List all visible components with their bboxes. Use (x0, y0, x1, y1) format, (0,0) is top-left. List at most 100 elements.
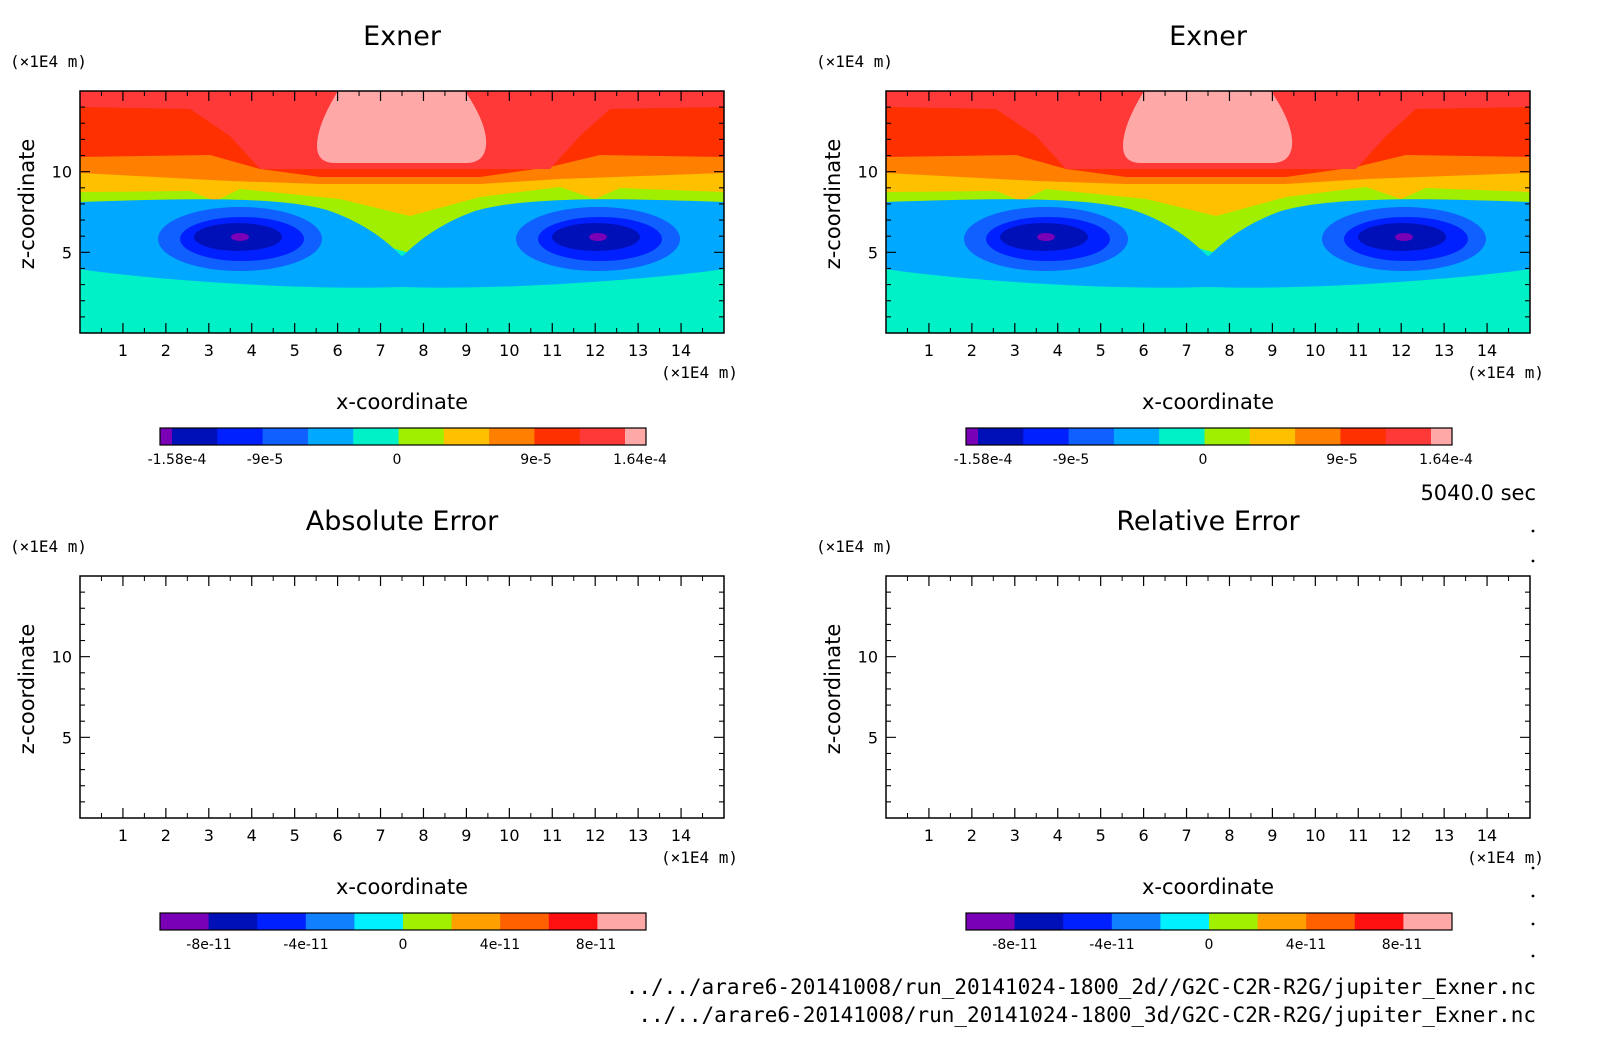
colorbar-swatch (172, 428, 218, 445)
colorbar: -1.58e-4 -9e-5 0 9e-5 1.64e-4 (954, 427, 1473, 468)
x-tick-label: 13 (628, 341, 648, 360)
colorbar-swatch (1403, 913, 1453, 930)
x-axis-label: x-coordinate (1142, 390, 1274, 414)
x-tick-label: 5 (290, 826, 300, 845)
x-tick-label: 12 (585, 341, 605, 360)
colorbar: -1.58e-4 -9e-5 0 9e-5 1.64e-4 (148, 427, 667, 468)
x-tick-label: 11 (1348, 341, 1368, 360)
x-tick-label: 9 (1267, 826, 1277, 845)
x-tick-label: 2 (967, 826, 977, 845)
colorbar-swatch (1295, 428, 1341, 445)
y-tick-label: 5 (62, 728, 72, 747)
x-tick-label: 3 (1010, 826, 1020, 845)
colorbar-swatch (1204, 428, 1251, 445)
x-tick-label: 14 (1477, 826, 1497, 845)
x-tick-label: 13 (1434, 826, 1454, 845)
colorbar-swatch (1306, 913, 1356, 930)
panel-title: Exner (1169, 21, 1248, 52)
x-tick-label: 12 (585, 826, 605, 845)
colorbar-label: -4e-11 (283, 937, 328, 953)
y-axis: 5 10 (858, 591, 1530, 803)
file-path-1: ../../arare6-20141008/run_20141024-1800_… (626, 975, 1536, 999)
colorbar-swatch (160, 428, 173, 445)
x-tick-label: 12 (1391, 341, 1411, 360)
x-tick-label: 3 (204, 341, 214, 360)
vortex-2 (1322, 207, 1486, 271)
colorbar-label: 1.64e-4 (613, 452, 667, 468)
x-tick-label: 6 (1139, 826, 1149, 845)
x-tick-label: 7 (375, 826, 385, 845)
x-unit-label: (×1E4 m) (661, 363, 738, 382)
colorbar-swatch (354, 913, 404, 930)
x-tick-label: 1 (924, 826, 934, 845)
y-axis-label: z-coordinate (15, 139, 39, 270)
colorbar-label: -8e-11 (186, 937, 231, 953)
x-tick-label: 11 (542, 826, 562, 845)
y-tick-label: 5 (62, 243, 72, 262)
colorbar-swatch (966, 913, 1016, 930)
colorbar-label: -8e-11 (992, 937, 1037, 953)
colorbar-label: 4e-11 (1286, 937, 1326, 953)
colorbar-swatch (1160, 913, 1210, 930)
x-tick-label: 11 (542, 341, 562, 360)
colorbar-swatch (1431, 428, 1453, 445)
colorbar-swatch (1354, 913, 1404, 930)
y-unit-label: (×1E4 m) (816, 52, 893, 71)
x-tick-label: 11 (1348, 826, 1368, 845)
x-tick-label: 4 (247, 826, 257, 845)
x-tick-label: 1 (924, 341, 934, 360)
panel-1: Exner(×1E4 m)(×1E4 m)1 2 3 4 5 6 7 8 9 10 11 12 13 14… (10, 21, 738, 468)
colorbar-frame (159, 912, 647, 931)
plot-frame (885, 575, 1531, 819)
x-tick-label: 4 (247, 341, 257, 360)
x-tick-label: 13 (1434, 341, 1454, 360)
x-tick-label: 7 (1181, 341, 1191, 360)
colorbar-label: 8e-11 (576, 937, 616, 953)
colorbar-swatch (1111, 913, 1161, 930)
colorbar-swatch (353, 428, 399, 445)
colorbar: -8e-11 -4e-11 0 4e-11 8e-11 (159, 912, 647, 953)
x-tick-label: 4 (1053, 826, 1063, 845)
x-tick-label: 10 (499, 341, 519, 360)
vortex-1 (964, 207, 1128, 271)
colorbar-swatch (257, 913, 307, 930)
x-unit-label: (×1E4 m) (1467, 848, 1544, 867)
colorbar-swatch (548, 913, 598, 930)
band-max (1123, 91, 1293, 163)
x-unit-label: (×1E4 m) (661, 848, 738, 867)
y-tick-label: 5 (868, 243, 878, 262)
colorbar-label: 9e-5 (520, 452, 551, 468)
x-axis-label: x-coordinate (1142, 875, 1274, 899)
y-tick-label: 10 (858, 163, 878, 182)
colorbar-swatch (978, 428, 1024, 445)
colorbar-label: 0 (393, 452, 402, 468)
colorbar-label: -1.58e-4 (148, 452, 207, 468)
colorbar-label: -1.58e-4 (954, 452, 1013, 468)
x-axis: 1 2 3 4 5 6 7 8 9 10 11 12 13 14 (906, 576, 1510, 845)
exner-field (886, 91, 1530, 333)
y-axis-label: z-coordinate (821, 139, 845, 270)
x-tick-label: 14 (671, 341, 691, 360)
x-tick-label: 6 (333, 826, 343, 845)
x-tick-label: 1 (118, 826, 128, 845)
colorbar-label: 0 (1205, 937, 1214, 953)
x-axis-label: x-coordinate (336, 875, 468, 899)
colorbar-swatch (160, 913, 210, 930)
colorbar-label: 4e-11 (480, 937, 520, 953)
panel-title: Relative Error (1116, 506, 1300, 537)
y-tick-label: 10 (52, 163, 72, 182)
x-tick-label: 6 (1139, 341, 1149, 360)
colorbar-swatch (443, 428, 490, 445)
y-unit-label: (×1E4 m) (816, 537, 893, 556)
colorbar-swatch (208, 913, 258, 930)
colorbar-swatch (1063, 913, 1113, 930)
plot-frame (79, 575, 725, 819)
panel-2: Exner(×1E4 m)(×1E4 m)1 2 3 4 5 6 7 8 9 10 11 12 13 14… (816, 21, 1544, 468)
x-tick-label: 8 (1224, 826, 1234, 845)
colorbar-swatch (1023, 428, 1070, 445)
colorbar: -8e-11 -4e-11 0 4e-11 8e-11 (965, 912, 1453, 953)
x-tick-label: 6 (333, 341, 343, 360)
colorbar-swatch (625, 428, 647, 445)
panel-title: Absolute Error (306, 506, 499, 537)
panel-title: Exner (363, 21, 442, 52)
